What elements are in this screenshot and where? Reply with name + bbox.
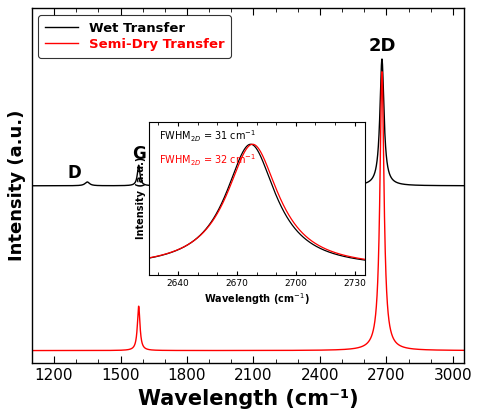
Wet Transfer — [29, 183, 35, 188]
Wet Transfer — [379, 57, 385, 62]
Text: D: D — [67, 164, 81, 182]
X-axis label: Wavelength (cm⁻¹): Wavelength (cm⁻¹) — [137, 389, 358, 409]
Semi-Dry Transfer — [29, 348, 35, 353]
Text: 2D: 2D — [368, 37, 396, 55]
Semi-Dry Transfer — [349, 346, 355, 351]
Line: Semi-Dry Transfer: Semi-Dry Transfer — [32, 72, 464, 351]
Semi-Dry Transfer — [304, 348, 309, 353]
Legend: Wet Transfer, Semi-Dry Transfer: Wet Transfer, Semi-Dry Transfer — [39, 15, 231, 58]
Text: G: G — [132, 145, 146, 163]
Semi-Dry Transfer — [285, 348, 291, 353]
Wet Transfer — [186, 183, 191, 188]
Wet Transfer — [373, 168, 378, 173]
Line: Wet Transfer: Wet Transfer — [32, 59, 464, 186]
Wet Transfer — [285, 183, 291, 188]
Wet Transfer — [304, 183, 309, 188]
Y-axis label: Intensity (a.u.): Intensity (a.u.) — [8, 110, 27, 261]
Wet Transfer — [349, 183, 355, 188]
Wet Transfer — [51, 183, 56, 188]
Semi-Dry Transfer — [379, 69, 385, 74]
Semi-Dry Transfer — [373, 316, 378, 321]
Wet Transfer — [461, 183, 467, 188]
Semi-Dry Transfer — [461, 348, 467, 353]
Semi-Dry Transfer — [186, 348, 191, 353]
Semi-Dry Transfer — [51, 348, 56, 353]
